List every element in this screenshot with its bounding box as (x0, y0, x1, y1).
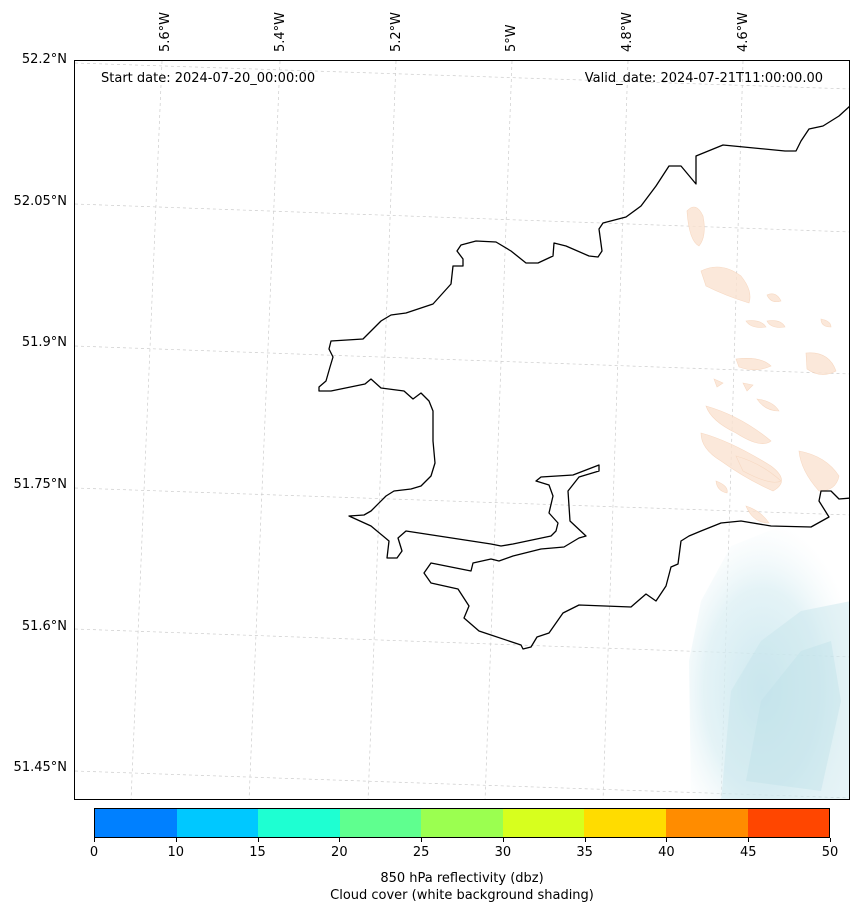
colorbar-segment (176, 809, 259, 837)
colorbar-segment (665, 809, 748, 837)
start-date-label: Start date: 2024-07-20_00:00:00 (101, 71, 316, 86)
lon-tick-label: 5°W (504, 24, 519, 52)
colorbar-tick-label: 30 (494, 845, 512, 860)
lat-tick-label: 52.05°N (13, 194, 67, 209)
lon-tick-label: 5.4°W (273, 11, 288, 52)
colorbar-tick-mark (339, 838, 341, 842)
colorbar-tick-mark (502, 838, 504, 842)
colorbar-tick-label: 35 (576, 845, 593, 860)
colorbar-tick-label: 50 (821, 845, 839, 860)
reflectivity-patches (686, 206, 840, 524)
lat-tick-label: 51.9°N (21, 335, 67, 350)
colorbar-tick-label: 20 (331, 845, 348, 860)
cloud-cover-shading (689, 521, 849, 799)
colorbar-tick-mark (666, 838, 668, 842)
colorbar-label: 850 hPa reflectivity (dbz) (380, 871, 544, 886)
colorbar-tick-label: 10 (167, 845, 185, 860)
colorbar-segment (747, 809, 830, 837)
lon-tick-label: 5.6°W (158, 11, 173, 52)
colorbar-segment (584, 809, 666, 837)
lat-tick-label: 51.6°N (21, 619, 67, 634)
colorbar-sublabel: Cloud cover (white background shading) (330, 888, 594, 903)
map-canvas (75, 61, 850, 799)
colorbar-tick-label: 40 (658, 845, 675, 860)
lat-tick-label: 51.45°N (13, 760, 67, 775)
coastline (318, 105, 849, 650)
colorbar (94, 808, 830, 838)
map-panel: Start date: 2024-07-20_00:00:00 Valid_da… (74, 60, 850, 800)
colorbar-tick-label: 45 (739, 845, 757, 860)
colorbar-tick-mark (830, 838, 831, 842)
lon-tick-label: 4.8°W (620, 11, 635, 52)
edge-mark (849, 439, 850, 459)
colorbar-tick-mark (94, 838, 95, 842)
colorbar-segment (502, 809, 585, 837)
colorbar-tick-label: 0 (89, 845, 99, 860)
colorbar-tick-label: 25 (412, 845, 430, 860)
colorbar-segment (421, 809, 503, 837)
colorbar-tick-mark (257, 838, 259, 842)
colorbar-segment (95, 809, 177, 837)
lat-tick-label: 52.2°N (21, 52, 67, 67)
valid-date-label: Valid_date: 2024-07-21T11:00:00.00 (584, 71, 823, 86)
lon-tick-label: 4.6°W (736, 11, 751, 52)
lat-tick-label: 51.75°N (13, 477, 67, 492)
lon-tick-label: 5.2°W (389, 11, 404, 52)
colorbar-tick-mark (421, 838, 423, 842)
colorbar-tick-mark (175, 838, 177, 842)
colorbar-tick-label: 15 (249, 845, 266, 860)
colorbar-segment (258, 809, 340, 837)
colorbar-tick-mark (748, 838, 750, 842)
colorbar-tick-mark (584, 838, 586, 842)
colorbar-segment (339, 809, 422, 837)
